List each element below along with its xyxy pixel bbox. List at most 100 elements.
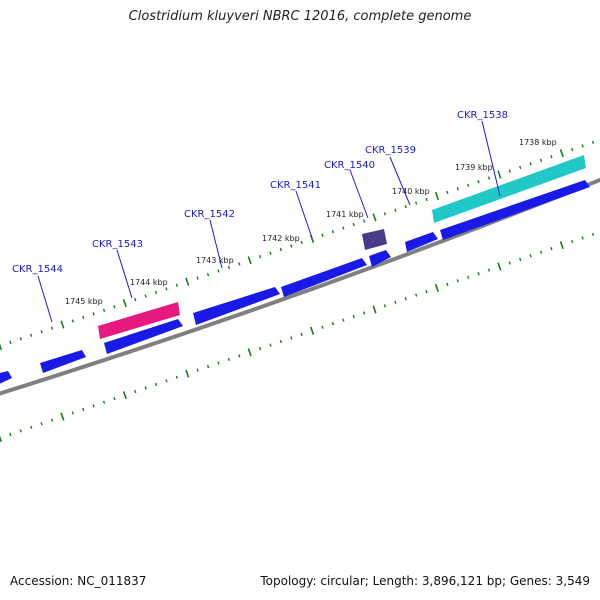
genome-summary-text: Topology: circular; Length: 3,896,121 bp… [260, 574, 590, 588]
tick-mark [331, 322, 335, 326]
tick-mark [227, 265, 231, 270]
tick-mark [196, 276, 199, 280]
tick-mark [40, 422, 43, 426]
tick-mark [175, 283, 179, 287]
tick-mark [519, 257, 522, 262]
gene-arrow[interactable] [281, 258, 367, 297]
gene-ckr-1540-bar[interactable] [362, 229, 387, 250]
tick-mark [19, 429, 22, 433]
tick-mark [122, 299, 127, 308]
tick-mark [290, 336, 293, 340]
tick-mark [154, 290, 158, 295]
tick-mark [30, 333, 33, 337]
tick-mark [247, 256, 252, 265]
gene-arrow[interactable] [369, 250, 391, 267]
tick-mark [559, 149, 564, 158]
tick-mark [352, 222, 355, 227]
tick-mark [477, 272, 480, 276]
tick-mark [331, 230, 335, 234]
tick-mark [9, 340, 12, 345]
tick-mark [122, 391, 127, 400]
tick-mark [508, 261, 511, 265]
gene-label-ckr-1538[interactable]: CKR_1538 [457, 110, 508, 121]
tick-mark [519, 165, 522, 170]
tick-mark [497, 170, 502, 179]
tick-mark [342, 318, 345, 322]
gene-ckr-1538-bar[interactable] [432, 155, 586, 223]
gene-label-ckr-1542[interactable]: CKR_1542 [184, 209, 235, 220]
gene-arrow[interactable] [193, 287, 280, 325]
tick-mark [196, 368, 199, 372]
tick-mark [134, 389, 137, 394]
tick-mark [591, 140, 595, 145]
tick-mark [321, 325, 324, 329]
tick-mark [404, 205, 407, 209]
gene-ckr-1543-bar[interactable] [98, 302, 180, 339]
gene-arrow[interactable] [40, 350, 86, 373]
tick-mark [40, 330, 43, 334]
tick-mark [227, 357, 231, 362]
tick-mark [71, 411, 74, 415]
tick-mark [415, 293, 418, 297]
tick-mark [383, 212, 387, 216]
tick-mark [165, 287, 168, 291]
gene-label-ckr-1539[interactable]: CKR_1539 [365, 145, 416, 156]
tick-mark [134, 297, 137, 302]
tick-mark [279, 339, 283, 344]
tick-mark [82, 407, 85, 412]
tick-mark [50, 418, 54, 422]
kbp-label: 1739 kbp [455, 163, 493, 172]
tick-mark [487, 268, 491, 272]
tick-mark [415, 201, 418, 205]
gene-arrow[interactable] [104, 319, 183, 354]
tick-mark [581, 236, 584, 240]
tick-mark [383, 304, 387, 308]
tick-mark [559, 241, 564, 250]
tick-mark [60, 412, 65, 421]
tick-mark [310, 326, 315, 335]
tick-mark [467, 275, 470, 279]
tick-mark [217, 269, 220, 273]
tick-mark [247, 348, 252, 357]
gene-label-ckr-1541[interactable]: CKR_1541 [270, 180, 321, 191]
tick-mark [591, 232, 595, 237]
gene-arrow[interactable] [405, 232, 438, 252]
tick-mark [92, 404, 95, 408]
tick-mark [539, 250, 543, 254]
tick-mark [217, 361, 220, 365]
gene-label-ckr-1540[interactable]: CKR_1540 [324, 160, 375, 171]
tick-mark [185, 277, 190, 286]
tick-mark [467, 183, 470, 187]
tick-mark [425, 197, 428, 202]
kbp-label: 1743 kbp [196, 256, 234, 265]
gene-label-ckr-1543[interactable]: CKR_1543 [92, 239, 143, 250]
tick-mark [300, 332, 303, 337]
gene-arrow[interactable] [440, 180, 590, 240]
tick-mark [446, 282, 449, 287]
tick-mark [352, 314, 355, 319]
tick-mark [362, 311, 366, 315]
tick-mark [362, 219, 366, 223]
tick-mark [144, 386, 147, 390]
gene-leader-lines [37, 120, 501, 323]
tick-mark [394, 208, 397, 212]
gene-label-ckr-1544[interactable]: CKR_1544 [12, 264, 63, 275]
map-title: Clostridium kluyveri NBRC 12016, complet… [128, 9, 472, 24]
tick-mark [446, 190, 449, 195]
gene-arrow[interactable] [0, 371, 12, 386]
tick-mark [154, 382, 158, 387]
tick-mark [19, 337, 22, 341]
kbp-label: 1741 kbp [326, 210, 364, 219]
tick-mark [258, 255, 262, 259]
kbp-label: 1738 kbp [519, 138, 557, 147]
tick-mark [50, 326, 54, 330]
inner-tick-ring [0, 232, 595, 443]
tick-mark [487, 176, 491, 180]
tick-mark [290, 244, 293, 248]
highlighted-genes [98, 155, 586, 339]
tick-mark [434, 191, 440, 201]
tick-mark [92, 312, 95, 316]
tick-mark [434, 283, 440, 293]
tick-mark [269, 251, 272, 255]
tick-mark [508, 169, 511, 173]
